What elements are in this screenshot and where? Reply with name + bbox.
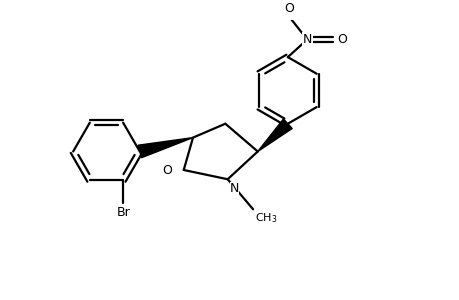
Text: O: O <box>336 33 347 46</box>
Polygon shape <box>138 138 193 158</box>
Text: N: N <box>230 182 239 195</box>
Text: CH$_3$: CH$_3$ <box>255 212 277 225</box>
Text: O: O <box>284 2 294 15</box>
Text: Br: Br <box>116 206 130 219</box>
Text: N: N <box>302 33 311 46</box>
Text: O: O <box>162 164 172 177</box>
Polygon shape <box>257 119 291 152</box>
